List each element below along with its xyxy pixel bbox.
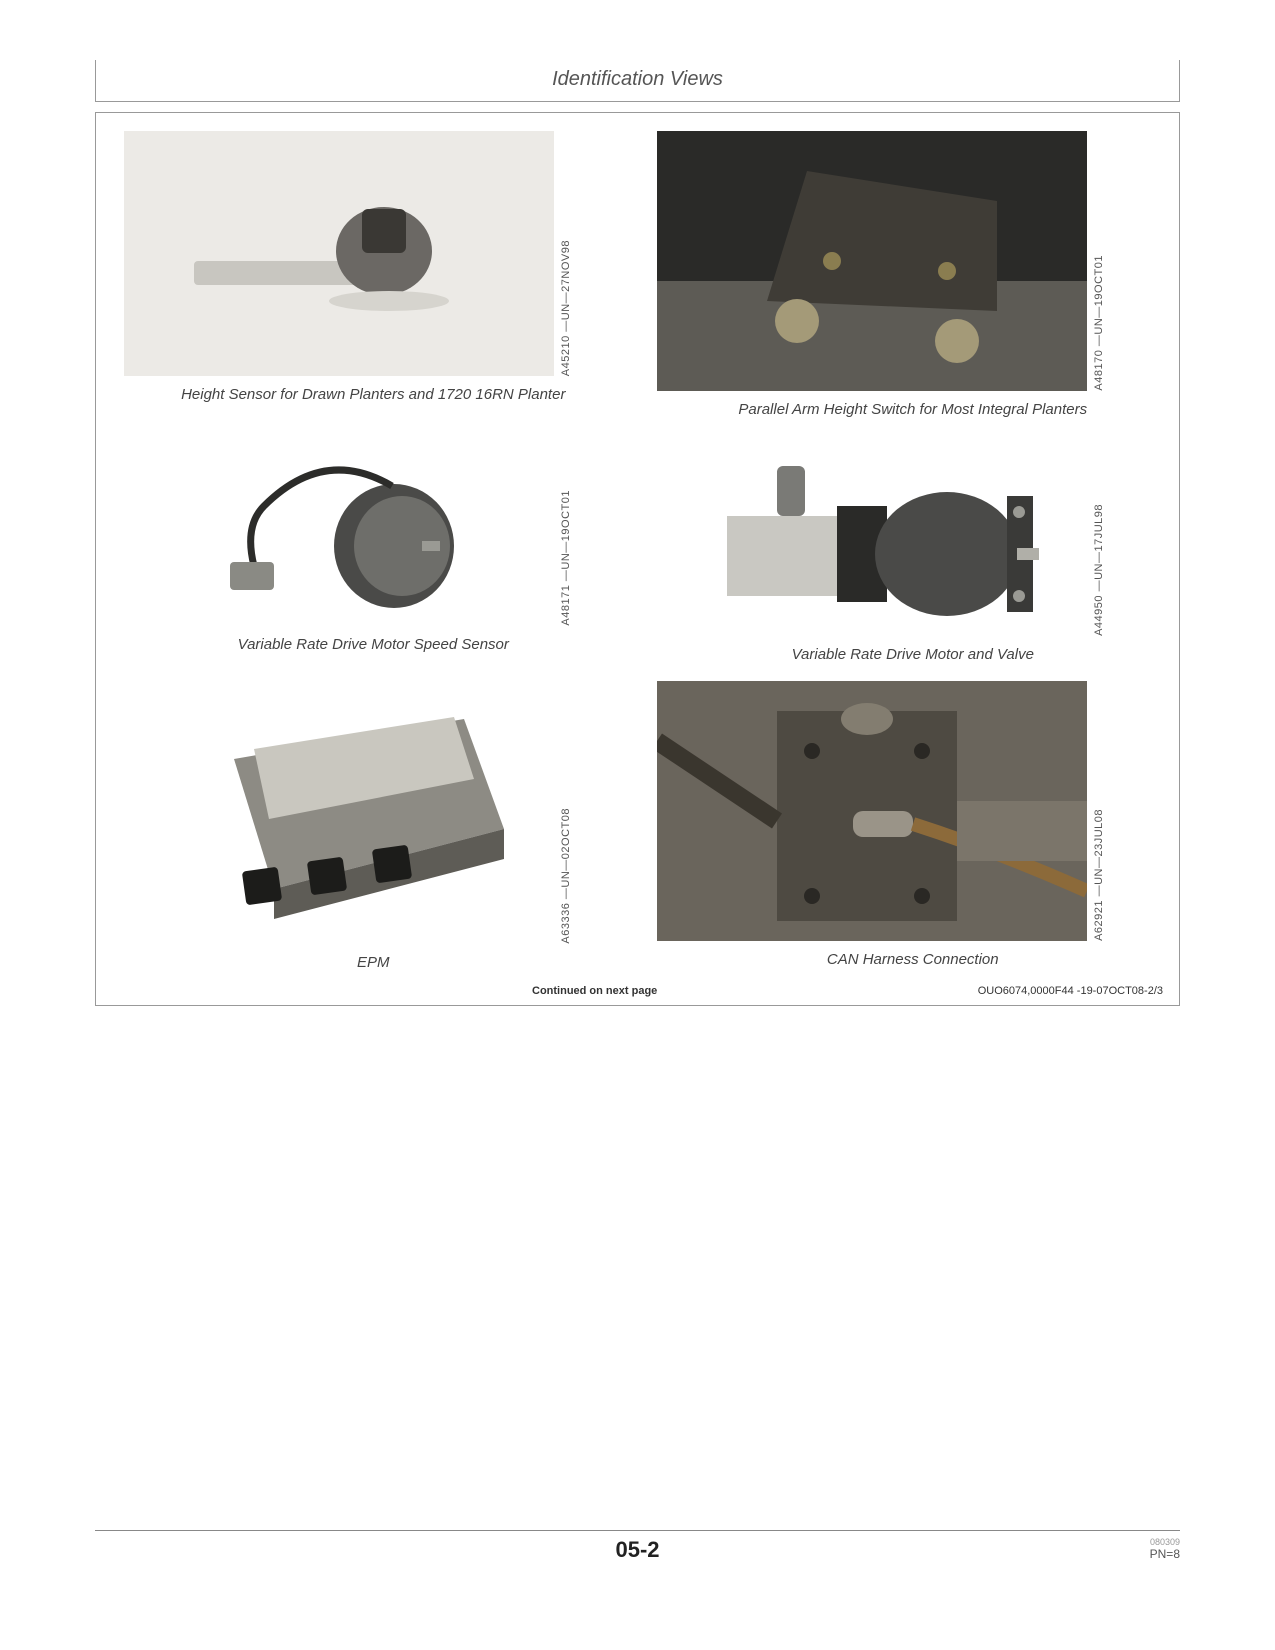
inner-footer: Continued on next page OUO6074,0000F44 -… bbox=[106, 985, 1169, 997]
figure-vrd-speed-sensor: A48171 —UN—19OCT01 Variable Rate Drive M… bbox=[106, 436, 623, 663]
image-can-harness bbox=[657, 681, 1087, 941]
figure-can-harness: A62921 —UN—23JUL08 CAN Harness Connectio… bbox=[653, 681, 1170, 971]
image-code: A45210 —UN—27NOV98 bbox=[560, 238, 572, 376]
image-code: A62921 —UN—23JUL08 bbox=[1093, 807, 1105, 941]
image-code: A63336 —UN—02OCT08 bbox=[560, 806, 572, 944]
image-code: A44950 —UN—17JUL98 bbox=[1093, 502, 1105, 636]
page-footer: 05-2 080309 PN=8 bbox=[95, 1530, 1180, 1563]
figure-caption: Variable Rate Drive Motor and Valve bbox=[657, 646, 1170, 663]
figure-epm: A63336 —UN—02OCT08 EPM bbox=[106, 689, 623, 971]
figure-caption: Parallel Arm Height Switch for Most Inte… bbox=[657, 401, 1170, 418]
section-title: Identification Views bbox=[95, 60, 1180, 102]
image-code: A48171 —UN—19OCT01 bbox=[560, 488, 572, 626]
footer-pn: PN=8 bbox=[1150, 1547, 1180, 1561]
figure-caption: EPM bbox=[124, 954, 623, 971]
figure-caption: Height Sensor for Drawn Planters and 172… bbox=[124, 386, 623, 403]
figure-caption: Variable Rate Drive Motor Speed Sensor bbox=[124, 636, 623, 653]
page-section-number: 05-2 bbox=[175, 1537, 1100, 1563]
image-code: A48170 —UN—19OCT01 bbox=[1093, 253, 1105, 391]
content-frame: A45210 —UN—27NOV98 Height Sensor for Dra… bbox=[95, 112, 1180, 1006]
image-vrd-speed-sensor bbox=[124, 436, 554, 626]
image-vrd-motor-valve bbox=[657, 436, 1087, 636]
continued-label: Continued on next page bbox=[532, 985, 657, 997]
doc-ref: OUO6074,0000F44 -19-07OCT08-2/3 bbox=[978, 985, 1163, 997]
image-height-sensor bbox=[124, 131, 554, 376]
image-parallel-arm-switch bbox=[657, 131, 1087, 391]
figure-height-sensor: A45210 —UN—27NOV98 Height Sensor for Dra… bbox=[106, 131, 623, 418]
footer-tiny-code: 080309 bbox=[1100, 1537, 1180, 1547]
figure-parallel-arm-switch: A48170 —UN—19OCT01 Parallel Arm Height S… bbox=[653, 131, 1170, 418]
image-epm bbox=[124, 689, 554, 944]
figure-caption: CAN Harness Connection bbox=[657, 951, 1170, 968]
figure-vrd-motor-valve: A44950 —UN—17JUL98 Variable Rate Drive M… bbox=[653, 436, 1170, 663]
